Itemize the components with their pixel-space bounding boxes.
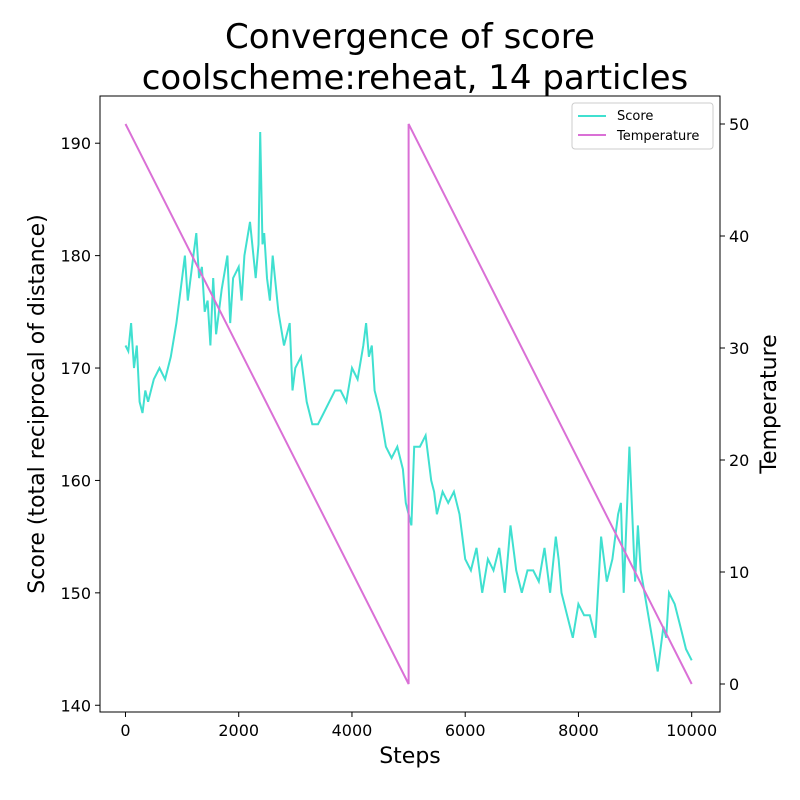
score-series <box>124 131 693 672</box>
y2-tick-label: 50 <box>729 115 749 134</box>
y2-tick-label: 0 <box>729 675 739 694</box>
y2-tick-label: 40 <box>729 227 749 246</box>
y-tick-label: 190 <box>60 134 91 153</box>
legend-score-label: Score <box>617 109 653 124</box>
y2-axis-label: Temperature <box>757 334 782 474</box>
x-tick-label: 6000 <box>445 721 486 740</box>
y-tick-label: 160 <box>60 471 91 490</box>
y-tick-label: 170 <box>60 359 91 378</box>
y-tick-label: 150 <box>60 584 91 603</box>
legend-box <box>571 102 714 150</box>
x-axis-label: Steps <box>379 744 441 769</box>
score-line <box>124 131 693 672</box>
legend-temperature-label: Temperature <box>616 129 699 144</box>
legend: Score Temperature <box>571 102 714 150</box>
y-tick-label: 140 <box>60 696 91 715</box>
y2-tick-label: 20 <box>729 451 749 470</box>
x-axis: 0 2000 4000 6000 8000 10000 <box>120 712 717 740</box>
y-axis-label: Score (total reciprocal of distance) <box>25 214 50 593</box>
y-axis-right: 0 10 20 30 40 50 <box>720 115 749 694</box>
x-tick-label: 4000 <box>332 721 373 740</box>
y-tick-label: 180 <box>60 247 91 266</box>
x-tick-label: 8000 <box>558 721 599 740</box>
temperature-series <box>124 123 693 685</box>
temperature-line <box>124 123 693 685</box>
chart-subtitle: coolscheme:reheat, 14 particles <box>142 58 689 98</box>
plot-frame <box>99 95 721 713</box>
chart-title: Convergence of score <box>225 17 595 57</box>
x-tick-label: 0 <box>120 721 130 740</box>
x-tick-label: 2000 <box>218 721 259 740</box>
y2-tick-label: 10 <box>729 563 749 582</box>
y-axis-left: 140 150 160 170 180 190 <box>60 134 100 715</box>
y2-tick-label: 30 <box>729 339 749 358</box>
x-tick-label: 10000 <box>666 721 717 740</box>
